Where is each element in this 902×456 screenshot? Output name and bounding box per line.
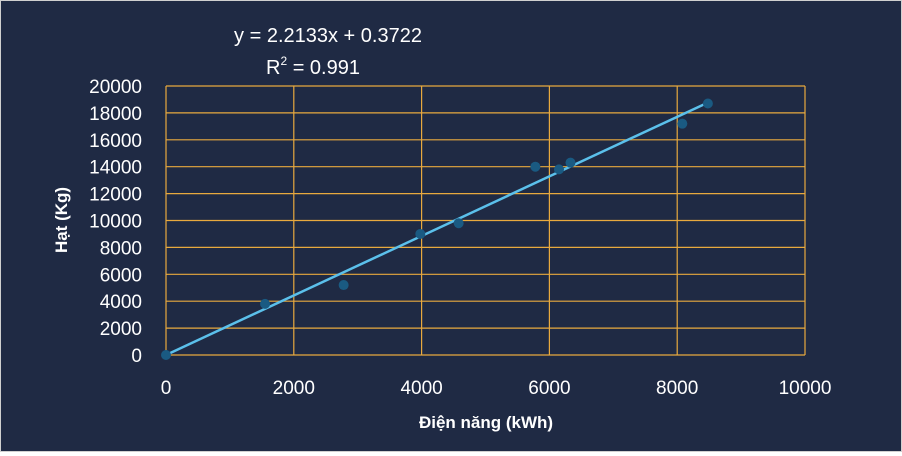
trendline bbox=[165, 100, 710, 357]
x-tick-label: 2000 bbox=[273, 378, 315, 399]
x-axis-title: Điện năng (kWh) bbox=[419, 413, 553, 432]
y-tick-label: 6000 bbox=[100, 265, 142, 286]
grid-lines bbox=[165, 85, 806, 356]
data-point bbox=[553, 164, 564, 175]
data-point bbox=[702, 98, 713, 109]
y-tick-label: 8000 bbox=[100, 238, 142, 259]
data-point bbox=[161, 350, 171, 360]
x-tick-label: 10000 bbox=[779, 378, 832, 399]
data-point bbox=[415, 228, 426, 239]
y-tick-label: 0 bbox=[131, 346, 142, 367]
data-point bbox=[338, 280, 349, 291]
y-tick-label: 2000 bbox=[100, 319, 142, 340]
data-point bbox=[453, 218, 464, 229]
y-tick-label: 10000 bbox=[89, 212, 142, 233]
y-tick-label: 20000 bbox=[89, 77, 142, 98]
r-squared-superscript: 2 bbox=[280, 54, 287, 68]
data-point bbox=[260, 298, 271, 309]
x-tick-label: 6000 bbox=[528, 378, 570, 399]
x-tick-label: 0 bbox=[161, 378, 172, 399]
y-tick-label: 18000 bbox=[89, 104, 142, 125]
y-tick-label: 12000 bbox=[89, 185, 142, 206]
y-tick-labels: 0 2000 4000 6000 8000 10000 12000 14000 16000 180… bbox=[89, 77, 142, 367]
trendline-group bbox=[165, 100, 710, 357]
r-squared-value: = 0.991 bbox=[287, 57, 360, 79]
x-tick-labels: 0 2000 4000 6000 8000 10000 bbox=[161, 378, 832, 399]
data-points bbox=[161, 98, 713, 360]
r-squared-prefix: R bbox=[266, 57, 280, 79]
x-tick-label: 4000 bbox=[400, 378, 442, 399]
y-tick-label: 4000 bbox=[100, 292, 142, 313]
y-tick-label: 16000 bbox=[89, 131, 142, 152]
x-tick-label: 8000 bbox=[656, 378, 698, 399]
data-point bbox=[565, 157, 576, 168]
data-point bbox=[530, 161, 541, 172]
data-point bbox=[677, 118, 688, 129]
y-tick-label: 14000 bbox=[89, 158, 142, 179]
r-squared-label: R2 = 0.991 bbox=[266, 54, 360, 79]
trendline-equation: y = 2.2133x + 0.3722 bbox=[234, 25, 422, 47]
y-axis-title: Hạt (Kg) bbox=[52, 187, 71, 253]
